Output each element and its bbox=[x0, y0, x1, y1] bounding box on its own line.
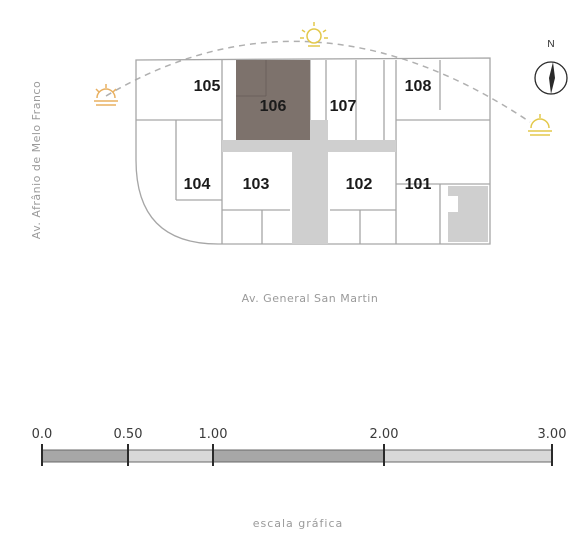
unit-label-104: 104 bbox=[184, 176, 211, 193]
street-label-bottom: Av. General San Martin bbox=[242, 292, 379, 305]
street-label-left: Av. Afrânio de Melo Franco bbox=[30, 81, 43, 239]
common-area bbox=[222, 120, 488, 244]
scale-segment bbox=[128, 450, 213, 462]
scale-tick-label: 2.00 bbox=[370, 427, 399, 442]
sun-icon bbox=[300, 22, 328, 47]
sunrise-icon bbox=[94, 84, 118, 106]
scale-caption: escala gráfica bbox=[253, 517, 344, 530]
scale-segment bbox=[213, 450, 384, 462]
scale-tick-label: 0.50 bbox=[114, 427, 143, 442]
scale-tick-label: 0.0 bbox=[32, 427, 53, 442]
unit-label-102: 102 bbox=[346, 176, 373, 193]
graphic-scale: 0.0 0.50 1.00 2.00 3.00 escala gráfica bbox=[32, 427, 567, 530]
unit-label-103: 103 bbox=[243, 176, 270, 193]
unit-label-107: 107 bbox=[330, 98, 357, 115]
sun-path bbox=[105, 40, 531, 123]
unit-label-105: 105 bbox=[194, 78, 221, 95]
unit-label-106: 106 bbox=[260, 98, 287, 115]
scale-segment bbox=[42, 450, 128, 462]
unit-label-101: 101 bbox=[405, 176, 432, 193]
compass-icon: N bbox=[534, 39, 568, 95]
unit-106-highlight bbox=[236, 60, 310, 140]
scale-tick-label: 1.00 bbox=[199, 427, 228, 442]
scale-tick-label: 3.00 bbox=[538, 427, 567, 442]
scale-segment bbox=[384, 450, 552, 462]
unit-label-108: 108 bbox=[405, 78, 432, 95]
compass-north-label: N bbox=[547, 39, 554, 50]
sunset-icon bbox=[528, 114, 552, 136]
